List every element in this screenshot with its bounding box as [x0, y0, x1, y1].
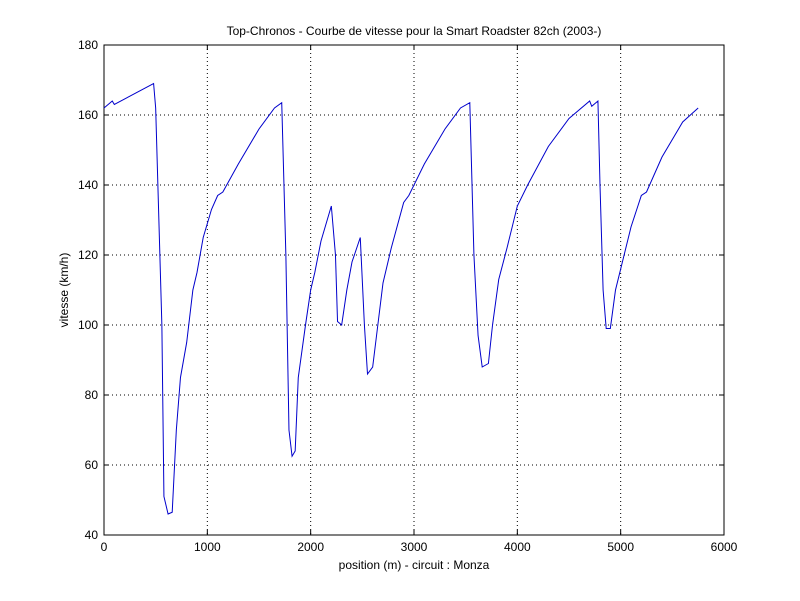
x-tick-label: 0 — [101, 540, 108, 554]
y-tick-label: 140 — [78, 178, 98, 192]
x-tick-label: 2000 — [297, 540, 324, 554]
y-tick-label: 80 — [85, 388, 99, 402]
y-tick-label: 100 — [78, 318, 98, 332]
y-axis-label: vitesse (km/h) — [57, 253, 71, 328]
y-tick-label: 160 — [78, 108, 98, 122]
y-tick-label: 120 — [78, 248, 98, 262]
x-tick-label: 5000 — [607, 540, 634, 554]
y-tick-label: 40 — [85, 528, 99, 542]
x-tick-label: 3000 — [401, 540, 428, 554]
axes-box — [103, 44, 725, 536]
x-tick-label: 6000 — [711, 540, 738, 554]
y-tick-label: 180 — [78, 38, 98, 52]
x-tick-label: 1000 — [194, 540, 221, 554]
y-tick-label: 60 — [85, 458, 99, 472]
data-line — [103, 82, 699, 515]
x-axis-label: position (m) - circuit : Monza — [339, 558, 490, 572]
chart-title: Top-Chronos - Courbe de vitesse pour la … — [227, 24, 602, 38]
x-tick-label: 4000 — [504, 540, 531, 554]
